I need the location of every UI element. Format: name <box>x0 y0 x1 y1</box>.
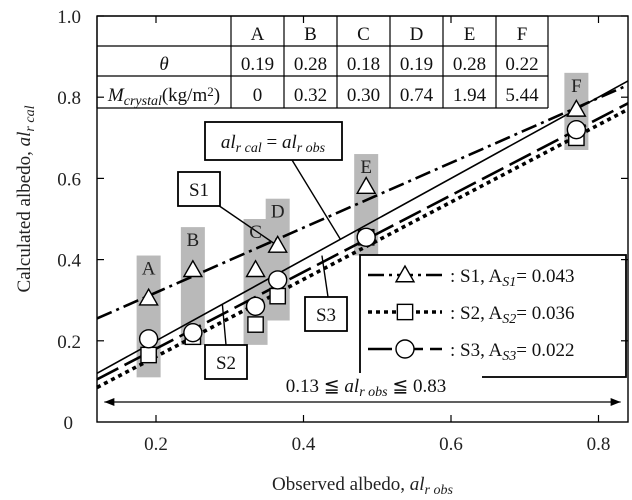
point-S3-E <box>356 227 376 247</box>
sample-label-C: C <box>249 222 262 243</box>
param-table-bg <box>97 16 548 108</box>
legend-label-S1: : S1, AS1= 0.043 <box>450 266 575 290</box>
legend-marker-S2 <box>396 303 414 321</box>
point-S1-C <box>245 259 266 278</box>
point-S1-A <box>138 287 159 306</box>
callout-box-S3 <box>304 296 348 332</box>
range-text: 0.13 ≦ alr obs ≦ 0.83 <box>286 376 447 400</box>
legend-label-S2: : S2, AS2= 0.036 <box>450 303 575 327</box>
callout-label-S1: S1 <box>189 180 209 201</box>
theta-E: 0.28 <box>453 54 486 75</box>
sample-label-B: B <box>187 230 200 251</box>
theta-F: 0.22 <box>505 54 538 75</box>
table-header-B: B <box>304 24 317 45</box>
point-S3-C <box>245 296 266 316</box>
one-to-one-label: alr cal = alr obs <box>221 132 326 156</box>
point-S1-F <box>566 98 587 117</box>
y-tick-label: 1.0 <box>57 7 81 28</box>
table-header-F: F <box>517 24 528 45</box>
mass-C: 0.30 <box>347 85 380 106</box>
y-tick-label: 0.4 <box>57 251 81 272</box>
theta-row-label: θ <box>159 54 168 75</box>
plot-frame <box>96 15 629 423</box>
sample-label-A: A <box>142 259 156 280</box>
callout-label-S2: S2 <box>216 353 236 374</box>
point-S2-D <box>269 287 287 305</box>
one-to-one-line <box>96 80 629 374</box>
point-S1-D <box>267 234 288 253</box>
callout-label-S3: S3 <box>316 305 336 326</box>
sample-label-E: E <box>360 157 372 178</box>
mass-A: 0 <box>253 85 263 106</box>
y-tick-label: 0.2 <box>57 332 81 353</box>
mass-F: 5.44 <box>505 85 539 106</box>
callout-leader-S1 <box>214 202 275 244</box>
callout-box-S2 <box>204 344 248 380</box>
callout-box-S1 <box>177 171 221 207</box>
table-header-A: A <box>251 24 265 45</box>
x-axis-title: Observed albedo, alr obs <box>272 474 453 498</box>
mass-E: 1.94 <box>453 85 487 106</box>
y-axis-title: Calculated albedo, alr cal <box>14 105 38 292</box>
point-S1-B <box>182 259 204 278</box>
y-tick-label: 0.6 <box>57 169 81 190</box>
theta-B: 0.28 <box>294 54 327 75</box>
legend-label-S3: : S3, AS3= 0.022 <box>450 340 575 364</box>
x-tick-label: 0.4 <box>292 434 316 455</box>
x-tick-label: 0.6 <box>439 434 463 455</box>
legend-marker-S3 <box>395 339 415 359</box>
theta-A: 0.19 <box>241 54 274 75</box>
callout-leader-one-to-one <box>291 159 341 240</box>
callout-box-one-to-one <box>204 121 343 161</box>
point-S2-A <box>140 346 157 364</box>
point-S3-B <box>183 322 203 343</box>
range-arrowhead-right <box>610 398 621 406</box>
point-S1-E <box>355 176 377 194</box>
callout-leader-S3 <box>321 255 329 298</box>
x-tick-label: 0.8 <box>587 434 611 455</box>
mass-B: 0.32 <box>294 85 327 106</box>
y-tick-label: 0.8 <box>57 88 81 109</box>
table-header-C: C <box>357 24 370 45</box>
table-header-D: D <box>410 24 424 45</box>
fit-line-S1 <box>96 83 629 320</box>
theta-D: 0.19 <box>400 54 433 75</box>
mass-row-label: Mcrystal(kg/m2) <box>107 84 220 109</box>
x-tick-label: 0.2 <box>144 434 168 455</box>
y-zero-label: 0 <box>64 413 74 434</box>
legend-marker-S1 <box>394 264 416 283</box>
point-S3-D <box>267 270 288 290</box>
mass-D: 0.74 <box>400 85 434 106</box>
sample-label-D: D <box>271 202 285 223</box>
range-arrowhead-left <box>104 398 115 406</box>
table-header-E: E <box>464 24 476 45</box>
point-S2-C <box>247 316 264 333</box>
range-text-bg <box>252 373 482 399</box>
callout-leader-S2 <box>221 304 227 346</box>
sample-label-F: F <box>571 76 582 97</box>
point-S3-A <box>138 329 159 349</box>
point-S3-F <box>566 119 587 140</box>
theta-C: 0.18 <box>347 54 380 75</box>
